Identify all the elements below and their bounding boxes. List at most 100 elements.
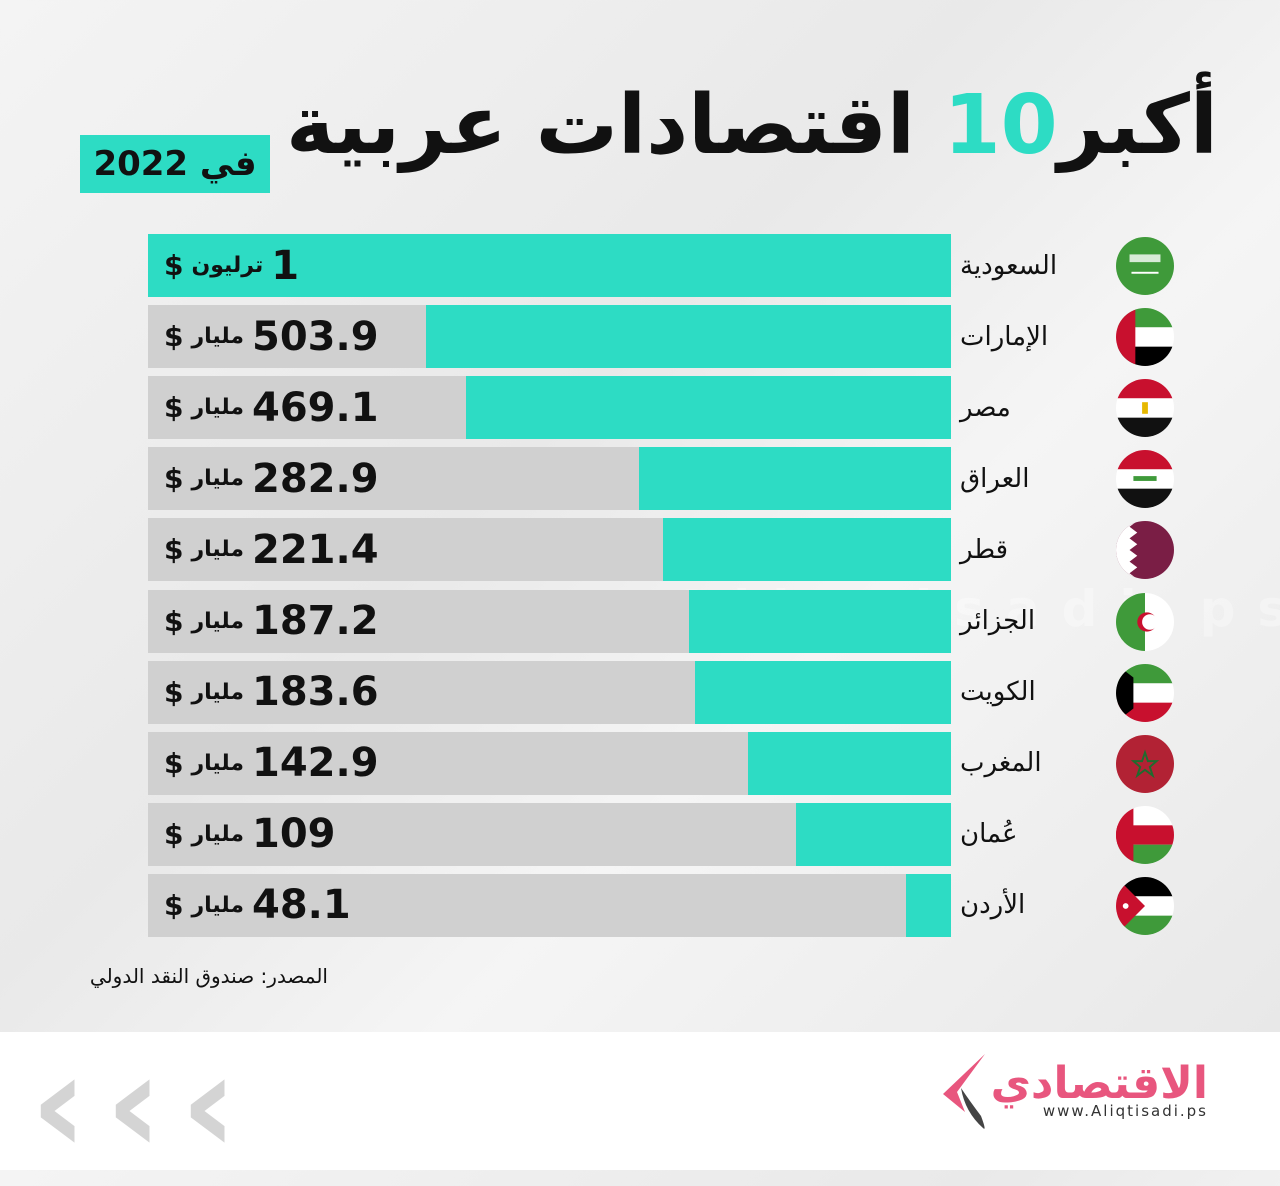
bar-fill xyxy=(466,376,951,440)
value-number: 48.1 xyxy=(252,882,351,929)
unit: مليار xyxy=(191,608,244,634)
bar-track xyxy=(148,447,951,511)
value-number: 183.6 xyxy=(252,669,379,716)
kuwait-flag-icon xyxy=(1116,663,1174,722)
currency: $ xyxy=(164,462,184,496)
currency: $ xyxy=(164,391,184,425)
title-number: 10 xyxy=(943,78,1060,173)
country-label: العراق xyxy=(960,463,1030,494)
currency: $ xyxy=(164,604,184,638)
bar-fill xyxy=(906,873,951,937)
country-label: المغرب xyxy=(960,748,1042,779)
country-label: قطر xyxy=(960,534,1009,565)
bar-track xyxy=(148,518,951,582)
logo-text: الاقتصادي xyxy=(990,1058,1208,1109)
chevron-decoration-icon: ‹ xyxy=(180,1023,238,1186)
unit: مليار xyxy=(191,395,244,421)
footer xyxy=(0,1032,1280,1170)
currency: $ xyxy=(164,888,184,922)
morocco-flag-icon xyxy=(1116,734,1174,793)
chevron-decoration-icon: ‹ xyxy=(105,1023,163,1186)
currency: $ xyxy=(164,533,184,567)
bar-track xyxy=(148,802,951,866)
source-note: المصدر: صندوق النقد الدولي xyxy=(89,964,328,988)
bar-row: $ مليار 187.2 الجزائر xyxy=(148,589,1188,653)
value-label: $ مليار 187.2 xyxy=(164,590,379,653)
oman-flag-icon xyxy=(1116,805,1174,864)
unit: مليار xyxy=(191,537,244,563)
bar-row: $ مليار 503.9 الإمارات xyxy=(148,305,1188,369)
country-label: الجزائر xyxy=(960,606,1036,636)
bar-track xyxy=(148,589,951,653)
value-number: 142.9 xyxy=(252,740,379,787)
value-label: $ مليار 469.1 xyxy=(164,376,379,439)
bar-track xyxy=(148,873,951,937)
bar-row: $ مليار 142.9 المغرب xyxy=(148,731,1188,795)
bar-fill xyxy=(694,660,951,724)
value-label: $ مليار 221.4 xyxy=(164,518,379,581)
bar-track xyxy=(148,660,951,724)
bar-fill xyxy=(747,731,951,795)
value-label: $ مليار 282.9 xyxy=(164,447,379,510)
value-number: 469.1 xyxy=(252,384,379,431)
bar-row: $ مليار 221.4 قطر xyxy=(148,518,1188,582)
bar-fill xyxy=(662,518,951,582)
year-badge: في 2022 xyxy=(80,135,270,193)
bar-track xyxy=(148,234,951,297)
unit: ترليون xyxy=(191,253,264,278)
currency: $ xyxy=(164,817,184,851)
egypt-flag-icon xyxy=(1116,379,1174,438)
title-prefix: أكبر xyxy=(1057,78,1220,173)
value-label: $ مليار 183.6 xyxy=(164,661,379,724)
unit: مليار xyxy=(191,466,244,492)
value-label: $ مليار 48.1 xyxy=(164,874,351,937)
bar-row: $ مليار 48.1 الأردن xyxy=(148,873,1188,937)
logo-url: www.Aliqtisadi.ps xyxy=(1042,1102,1208,1120)
bar-fill xyxy=(425,305,951,369)
bar-row: $ مليار 469.1 مصر xyxy=(148,376,1188,440)
bar-fill xyxy=(689,589,951,653)
bar-track xyxy=(148,731,951,795)
bar-track xyxy=(148,376,951,440)
bar-track xyxy=(148,305,951,369)
currency: $ xyxy=(164,249,184,282)
jordan-flag-icon xyxy=(1116,876,1174,935)
bar-fill xyxy=(638,447,951,511)
unit: مليار xyxy=(191,750,244,776)
country-label: الأردن xyxy=(960,890,1026,921)
country-label: السعودية xyxy=(960,250,1058,281)
bar-row: $ مليار 282.9 العراق xyxy=(148,447,1188,511)
country-label: الكويت xyxy=(960,677,1036,708)
country-label: مصر xyxy=(960,392,1011,423)
unit: مليار xyxy=(191,679,244,705)
title-suffix: اقتصادات عربية xyxy=(286,78,917,173)
chevron-decoration-icon: ‹ xyxy=(30,1023,88,1186)
value-label: $ مليار 109 xyxy=(164,803,336,866)
value-number: 109 xyxy=(252,811,336,858)
iraq-flag-icon xyxy=(1116,450,1174,509)
unit: مليار xyxy=(191,892,244,918)
unit: مليار xyxy=(191,324,244,350)
qatar-flag-icon xyxy=(1116,521,1174,580)
value-number: 282.9 xyxy=(252,455,379,502)
uae-flag-icon xyxy=(1116,308,1174,367)
bar-fill xyxy=(148,234,951,297)
algeria-flag-icon xyxy=(1116,592,1174,651)
currency: $ xyxy=(164,746,184,780)
bar-fill xyxy=(796,802,951,866)
country-label: الإمارات xyxy=(960,321,1049,352)
saudi-flag-icon xyxy=(1116,237,1174,295)
page-title: أكبر10 اقتصادات عربية xyxy=(286,78,1220,173)
value-number: 187.2 xyxy=(252,598,379,644)
value-number: 503.9 xyxy=(252,313,379,360)
currency: $ xyxy=(164,320,184,354)
bar-row: $ مليار 109 عُمان xyxy=(148,802,1188,866)
unit: مليار xyxy=(191,821,244,847)
bar-row: $ مليار 183.6 الكويت xyxy=(148,660,1188,724)
country-label: عُمان xyxy=(960,819,1018,850)
value-label: $ مليار 142.9 xyxy=(164,732,379,795)
logo-mark-icon xyxy=(943,1054,985,1129)
currency: $ xyxy=(164,675,184,709)
value-number: 1 xyxy=(271,242,300,289)
value-label: $ ترليون 1 xyxy=(164,234,299,297)
